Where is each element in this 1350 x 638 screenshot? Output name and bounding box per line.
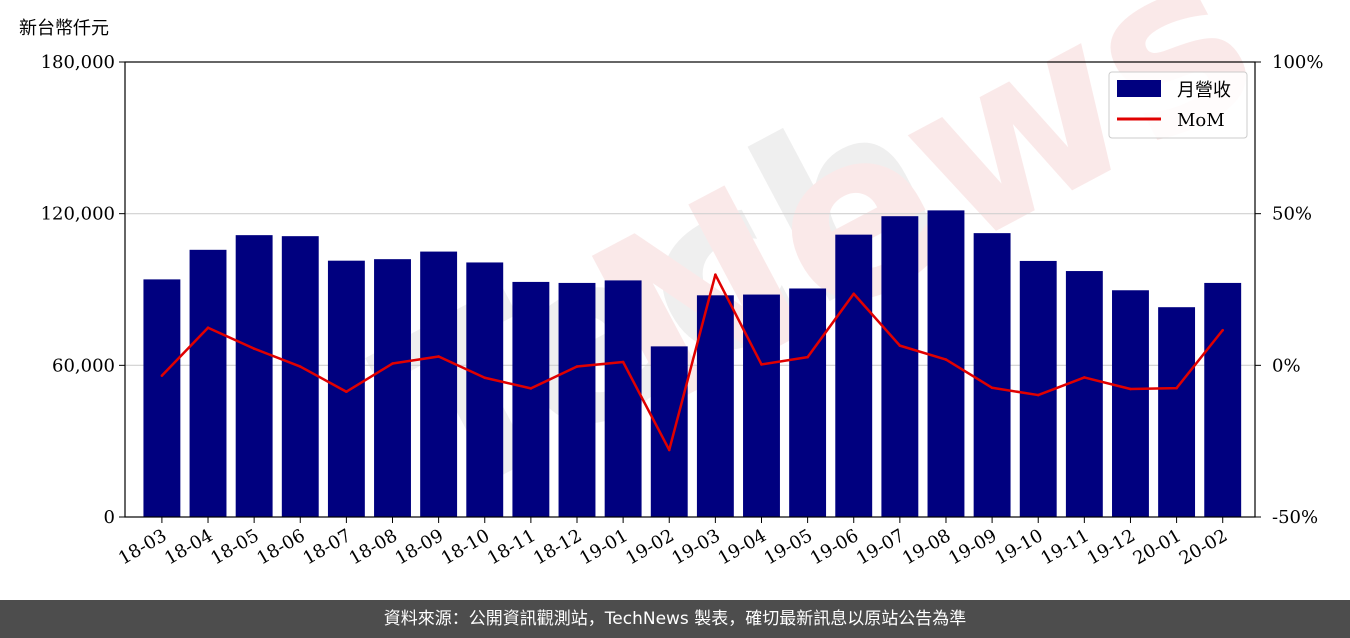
- x-tick-label: 19-06: [807, 525, 862, 569]
- x-tick-label: 19-09: [945, 525, 1000, 569]
- mom-point: [944, 358, 948, 361]
- legend: 月營收 MoM: [1108, 71, 1248, 139]
- legend-label-mom: MoM: [1177, 110, 1225, 131]
- x-tick-label: 19-12: [1084, 525, 1139, 569]
- mom-point: [206, 326, 210, 330]
- x-tick-label: 19-08: [899, 525, 954, 569]
- revenue-bar: [512, 281, 550, 517]
- mom-point: [160, 374, 164, 377]
- x-tick-label: 19-05: [761, 525, 816, 569]
- mom-point: [345, 390, 348, 394]
- mom-point: [667, 448, 671, 452]
- legend-bar-swatch: [1117, 80, 1161, 97]
- plot-frame: [124, 61, 1256, 518]
- line-series: [160, 273, 1225, 452]
- mom-point: [898, 344, 902, 347]
- revenue-bar: [650, 346, 688, 517]
- source-footer: 資料來源：公開資訊觀測站，TechNews 製表，確切最新訊息以原站公告為準: [0, 600, 1350, 638]
- x-tick-label: 18-04: [161, 525, 216, 569]
- revenue-bar: [189, 249, 227, 517]
- mom-point: [298, 365, 302, 368]
- revenue-bar: [604, 280, 642, 517]
- mom-point: [529, 387, 533, 390]
- mom-point: [714, 273, 717, 276]
- x-tick-label: 20-01: [1130, 525, 1185, 569]
- mom-point: [1129, 387, 1132, 391]
- x-tick-label: 20-02: [1176, 525, 1231, 569]
- y-right-tick-label: 100%: [1272, 52, 1323, 73]
- x-tick-label: 18-12: [530, 525, 585, 569]
- mom-line: [160, 273, 1224, 452]
- x-axis: 18-0318-0418-0518-0618-0718-0818-0918-10…: [115, 517, 1231, 569]
- x-tick-label: 19-04: [715, 525, 770, 569]
- revenue-bar: [374, 259, 411, 517]
- mom-point: [437, 355, 440, 358]
- legend-label-revenue: 月營收: [1177, 80, 1231, 101]
- x-tick-label: 19-07: [853, 525, 908, 569]
- y-left-tick-label: 60,000: [52, 355, 115, 376]
- mom-point: [575, 365, 579, 368]
- revenue-bar: [789, 288, 827, 517]
- revenue-bar: [1019, 260, 1057, 517]
- x-tick-label: 18-09: [392, 525, 447, 569]
- mom-point: [1036, 393, 1040, 397]
- mom-point: [252, 347, 256, 350]
- x-tick-label: 18-05: [207, 525, 262, 569]
- y-right-tick-label: 0%: [1272, 355, 1301, 376]
- y-left-tick-label: 120,000: [41, 204, 115, 225]
- x-tick-label: 18-03: [115, 525, 170, 569]
- x-tick-label: 19-03: [668, 525, 723, 569]
- mom-point: [621, 360, 625, 364]
- mom-point: [1221, 328, 1225, 332]
- x-tick-label: 18-06: [253, 525, 308, 569]
- bar-series: [143, 210, 1242, 518]
- revenue-bar: [1204, 282, 1242, 517]
- revenue-bar: [281, 236, 319, 518]
- revenue-bar: [466, 262, 504, 517]
- revenue-bar: [927, 210, 965, 517]
- y-axis-unit-label: 新台幣仟元: [19, 18, 109, 39]
- mom-point: [990, 386, 994, 390]
- revenue-bar: [327, 260, 365, 517]
- mom-point: [1175, 386, 1178, 390]
- x-tick-label: 19-02: [622, 525, 677, 569]
- revenue-bar: [420, 251, 458, 518]
- y-axis-right: -50% 0% 50% 100%: [1255, 52, 1323, 528]
- y-left-tick-label: 180,000: [41, 52, 115, 73]
- y-axis-left: 0 60,000 120,000 180,000: [41, 52, 125, 528]
- revenue-bar: [743, 294, 780, 517]
- revenue-bar: [1112, 290, 1149, 517]
- mom-point: [1083, 376, 1086, 379]
- revenue-bar: [973, 233, 1011, 517]
- x-tick-label: 18-07: [299, 525, 354, 569]
- y-right-tick-label: 50%: [1272, 204, 1312, 225]
- y-right-tick-label: -50%: [1272, 507, 1318, 528]
- revenue-bar: [235, 235, 273, 517]
- revenue-bar: [558, 282, 596, 517]
- mom-point: [852, 292, 856, 296]
- mom-point: [391, 362, 394, 365]
- revenue-bar: [881, 216, 919, 517]
- mom-point: [483, 376, 487, 380]
- x-tick-label: 19-11: [1037, 525, 1092, 569]
- revenue-bar: [1158, 307, 1196, 517]
- y-left-tick-label: 0: [104, 507, 115, 528]
- x-tick-label: 18-08: [346, 525, 401, 569]
- revenue-bar: [835, 234, 873, 517]
- revenue-bar: [696, 295, 734, 517]
- x-tick-label: 19-01: [576, 525, 631, 569]
- mom-point: [806, 355, 809, 359]
- x-tick-label: 19-10: [991, 525, 1046, 569]
- mom-point: [760, 363, 763, 366]
- revenue-bar: [143, 279, 181, 517]
- revenue-bar: [1065, 271, 1103, 517]
